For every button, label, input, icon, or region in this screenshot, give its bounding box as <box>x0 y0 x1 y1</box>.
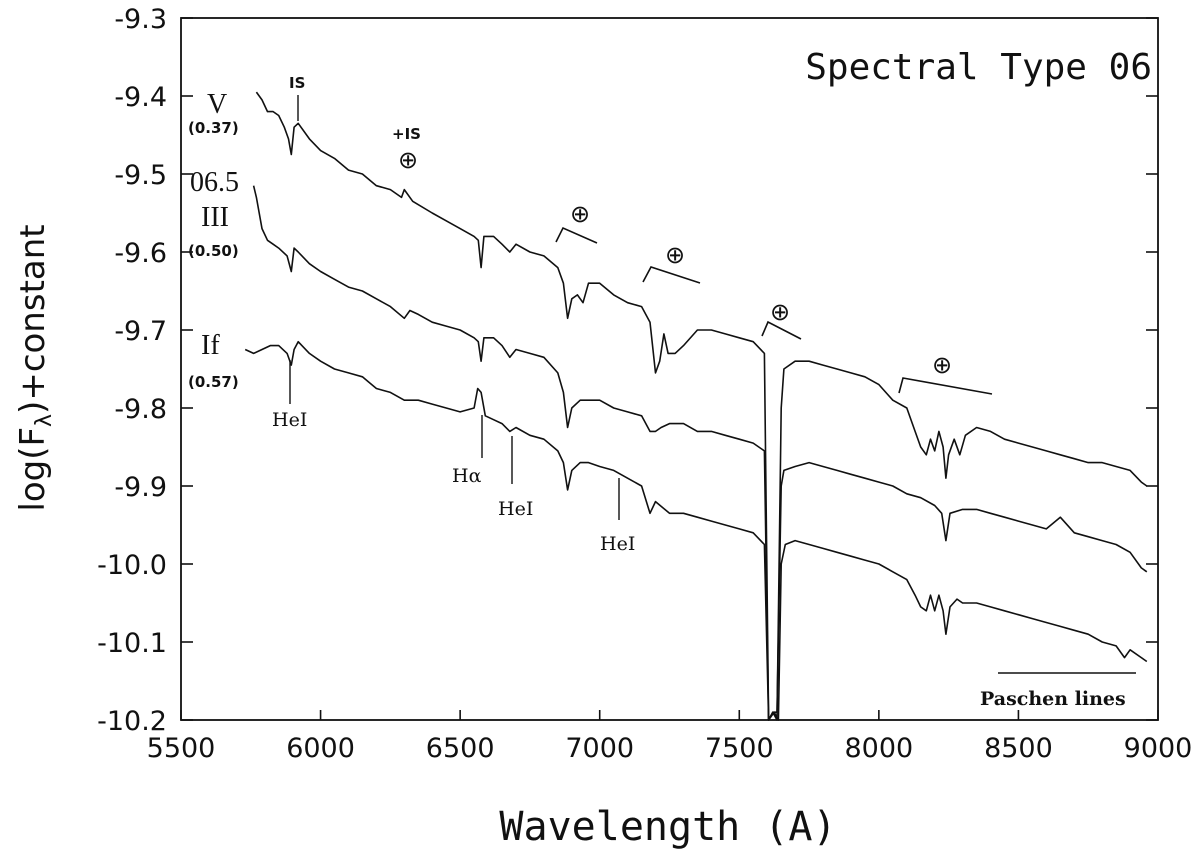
plot-frame <box>180 17 1159 721</box>
series-value-v: (0.37) <box>188 119 239 137</box>
x-tick-label: 6000 <box>286 733 355 764</box>
x-axis-ticks: 5500 6000 6500 7000 7500 8000 8500 9000 <box>147 710 1193 764</box>
telluric-bracket-3 <box>761 320 802 340</box>
y-axis-title-main: log(F <box>13 427 53 512</box>
y-tick-label: -10.0 <box>97 550 167 581</box>
y-axis-title-subscript: λ <box>32 414 57 427</box>
annotation-paschen: Paschen lines <box>980 688 1126 710</box>
annotation-halpha: Hα <box>452 465 482 487</box>
x-tick-label: 7500 <box>705 733 774 764</box>
annotation-hei-1: HeI <box>272 409 307 431</box>
x-axis-title: Wavelength (A) <box>499 804 836 850</box>
x-tick-label: 8000 <box>844 733 913 764</box>
y-tick-label: -9.3 <box>114 4 167 35</box>
telluric-bracket-4 <box>898 377 993 395</box>
y-tick-label: -10.2 <box>97 706 167 737</box>
telluric-earth-symbol-4: ⊕ <box>770 298 790 326</box>
x-tick-label: 6500 <box>426 733 495 764</box>
y-tick-label: -10.1 <box>97 628 167 659</box>
annotation-is: IS <box>289 74 305 92</box>
spectrum-line-0 <box>255 91 1148 721</box>
telluric-bracket-2 <box>642 266 701 284</box>
y-tick-label: -9.8 <box>114 394 167 425</box>
telluric-earth-symbol-2: ⊕ <box>570 200 590 228</box>
series-value-o65: (0.50) <box>188 242 239 260</box>
x-tick-label: 8500 <box>984 733 1053 764</box>
y-tick-label: -9.5 <box>114 160 167 191</box>
annotation-plus-is: +IS <box>392 125 421 143</box>
series-value-if: (0.57) <box>188 373 239 391</box>
series-label-v: V <box>207 89 227 120</box>
series-label-o65-line2: III <box>201 202 229 233</box>
spectrum-line-2 <box>244 340 1148 721</box>
y-axis-title: log(Fλ)+constant <box>13 224 57 511</box>
series-label-o65-line1: 06.5 <box>190 167 239 198</box>
series-label-if: If <box>201 330 220 361</box>
spectrum-line-1 <box>252 185 1148 721</box>
y-tick-label: -9.7 <box>114 316 167 347</box>
y-tick-label: -9.4 <box>114 82 167 113</box>
chart-title: Spectral Type 06 <box>805 47 1152 88</box>
telluric-earth-symbol-5: ⊕ <box>932 351 952 379</box>
y-tick-label: -9.6 <box>114 238 167 269</box>
telluric-earth-symbol-1: ⊕ <box>398 146 418 174</box>
y-axis-ticks: -9.3 -9.4 -9.5 -9.6 -9.7 -9.8 -9.9 -10.0 -10.1 -1… <box>97 4 1158 737</box>
annotation-hei-3: HeI <box>600 533 635 555</box>
annotation-hei-2: HeI <box>498 498 533 520</box>
x-tick-label: 9000 <box>1124 733 1193 764</box>
x-tick-label: 5500 <box>147 733 216 764</box>
y-axis-title-tail: )+constant <box>13 224 53 414</box>
telluric-earth-symbol-3: ⊕ <box>665 241 685 269</box>
x-tick-label: 7000 <box>565 733 634 764</box>
y-tick-label: -9.9 <box>114 472 167 503</box>
telluric-bracket-1 <box>555 226 598 244</box>
spectra-series <box>244 91 1148 721</box>
